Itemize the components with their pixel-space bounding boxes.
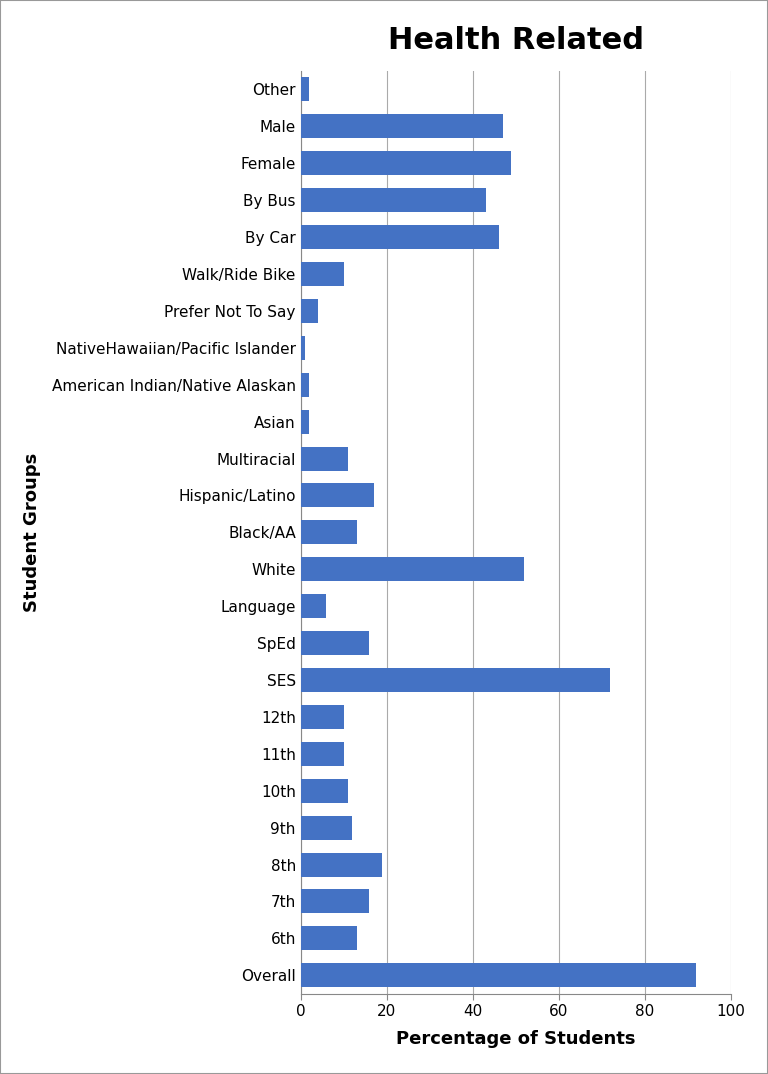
Bar <box>300 705 343 729</box>
Bar <box>300 151 511 175</box>
Bar <box>300 299 318 323</box>
Bar <box>300 483 374 507</box>
Bar <box>300 815 353 840</box>
Bar <box>300 889 369 914</box>
Title: Health Related: Health Related <box>388 26 644 55</box>
Bar <box>300 520 356 545</box>
X-axis label: Percentage of Students: Percentage of Students <box>396 1030 635 1048</box>
Bar <box>300 853 382 876</box>
Bar <box>300 77 310 101</box>
Bar <box>300 114 503 139</box>
Bar <box>300 668 611 692</box>
Bar <box>300 594 326 619</box>
Bar <box>300 373 310 396</box>
Bar <box>300 963 697 987</box>
Bar <box>300 927 356 950</box>
Bar <box>300 557 525 581</box>
Bar <box>300 262 343 286</box>
Bar <box>300 447 348 470</box>
Bar <box>300 632 369 655</box>
Bar <box>300 188 485 213</box>
Bar <box>300 336 305 360</box>
Bar <box>300 409 310 434</box>
Bar <box>300 226 498 249</box>
Bar <box>300 742 343 766</box>
Bar <box>300 779 348 802</box>
Y-axis label: Student Groups: Student Groups <box>23 453 41 612</box>
